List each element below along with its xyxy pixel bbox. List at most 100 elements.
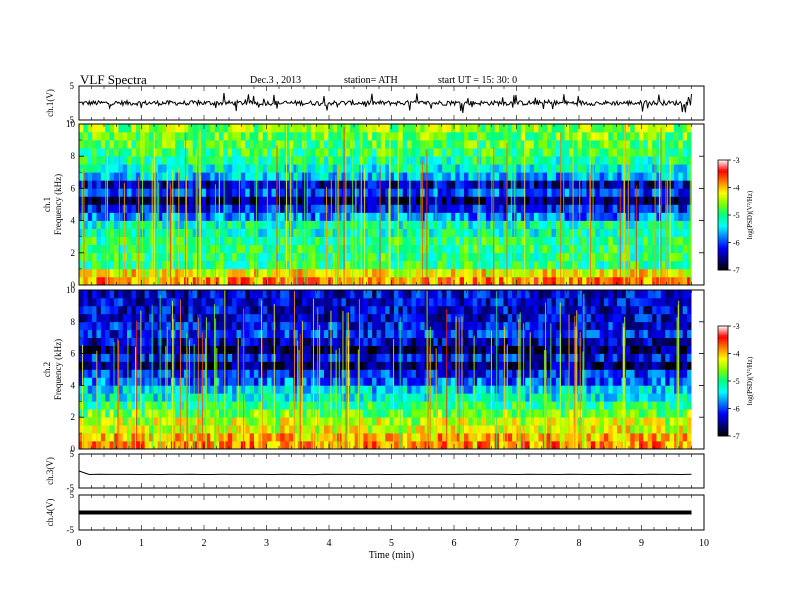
- psd-cell: [179, 393, 185, 402]
- psd-cell: [503, 204, 509, 213]
- psd-cell: [376, 244, 382, 254]
- psd-cell: [367, 268, 373, 278]
- psd-cell: [249, 252, 255, 262]
- psd-cell: [499, 236, 504, 246]
- psd-cell: [87, 353, 93, 362]
- psd-cell: [687, 252, 692, 262]
- psd-cell: [555, 401, 561, 410]
- psd-cell: [359, 369, 364, 378]
- psd-cell: [280, 393, 285, 402]
- psd-cell: [669, 268, 675, 278]
- psd-cell: [464, 204, 469, 213]
- psd-cell: [639, 204, 644, 213]
- psd-cell: [192, 156, 198, 165]
- psd-cell: [267, 353, 272, 362]
- psd-cell: [647, 180, 653, 189]
- psd-cell: [590, 417, 596, 426]
- psd-cell: [512, 353, 517, 362]
- psd-cell: [179, 124, 185, 133]
- psd-cell: [122, 441, 128, 450]
- psd-cell: [446, 244, 452, 254]
- psd-cell: [415, 252, 421, 262]
- psd-cell: [660, 268, 666, 278]
- psd-cell: [293, 361, 299, 370]
- psd-cell: [354, 276, 360, 286]
- psd-cell: [507, 140, 513, 149]
- psd-cell: [582, 164, 587, 173]
- psd-cell: [560, 417, 565, 426]
- psd-cell: [249, 172, 255, 181]
- psd-cell: [175, 441, 180, 450]
- psd-cell: [380, 361, 386, 370]
- psd-cell: [87, 409, 93, 418]
- psd-cell: [166, 236, 172, 246]
- psd-cell: [652, 188, 657, 197]
- psd-cell: [394, 353, 399, 362]
- psd-cell: [302, 441, 307, 450]
- psd-cell: [127, 425, 132, 434]
- psd-cell: [96, 425, 102, 434]
- psd-cell: [332, 180, 338, 189]
- psd-cell: [267, 164, 272, 173]
- psd-cell: [223, 124, 229, 133]
- sferic-streak: [563, 126, 565, 285]
- psd-cell: [569, 401, 574, 410]
- psd-cell: [175, 369, 180, 378]
- psd-cell: [586, 260, 592, 270]
- psd-cell: [192, 252, 198, 262]
- psd-cell: [573, 228, 579, 237]
- psd-cell: [560, 369, 565, 378]
- psd-cell: [590, 353, 596, 362]
- psd-cell: [630, 244, 635, 254]
- psd-cell: [411, 180, 417, 189]
- psd-cell: [302, 417, 307, 426]
- psd-cell: [516, 276, 522, 286]
- psd-cell: [363, 156, 369, 165]
- psd-cell: [394, 369, 399, 378]
- psd-cell: [437, 369, 443, 378]
- psd-cell: [367, 140, 373, 149]
- psd-cell: [380, 156, 386, 165]
- psd-cell: [687, 196, 692, 205]
- psd-cell: [372, 417, 377, 426]
- psd-cell: [236, 252, 242, 262]
- psd-cell: [105, 401, 110, 410]
- psd-cell: [131, 345, 137, 354]
- psd-cell: [385, 260, 390, 270]
- psd-cell: [411, 401, 417, 410]
- psd-cell: [131, 156, 137, 165]
- psd-cell: [236, 196, 242, 205]
- psd-cell: [477, 417, 482, 426]
- psd-cell: [188, 268, 194, 278]
- psd-cell: [367, 156, 373, 165]
- psd-cell: [297, 196, 303, 205]
- psd-cell: [363, 244, 369, 254]
- psd-cell: [534, 188, 539, 197]
- psd-cell: [582, 228, 587, 237]
- psd-cell: [135, 361, 141, 370]
- psd-cell: [389, 385, 395, 394]
- psd-cell: [367, 204, 373, 213]
- psd-cell: [429, 172, 434, 181]
- psd-cell: [490, 236, 495, 246]
- psd-cell: [415, 212, 421, 221]
- psd-cell: [319, 409, 325, 418]
- psd-cell: [586, 329, 592, 338]
- psd-cell: [564, 409, 570, 418]
- psd-cell: [345, 132, 351, 141]
- psd-cell: [275, 132, 281, 141]
- psd-cell: [96, 148, 102, 157]
- psd-cell: [380, 252, 386, 262]
- psd-cell: [127, 268, 132, 278]
- psd-cell: [450, 260, 456, 270]
- psd-cell: [485, 353, 491, 362]
- psd-cell: [490, 441, 495, 450]
- psd-cell: [617, 361, 622, 370]
- psd-cell: [538, 212, 544, 221]
- psd-cell: [420, 385, 425, 394]
- psd-cell: [87, 377, 93, 386]
- psd-cell: [337, 204, 342, 213]
- psd-cell: [385, 337, 390, 346]
- ch1-spectrogram-image: [79, 124, 704, 286]
- psd-cell: [569, 329, 574, 338]
